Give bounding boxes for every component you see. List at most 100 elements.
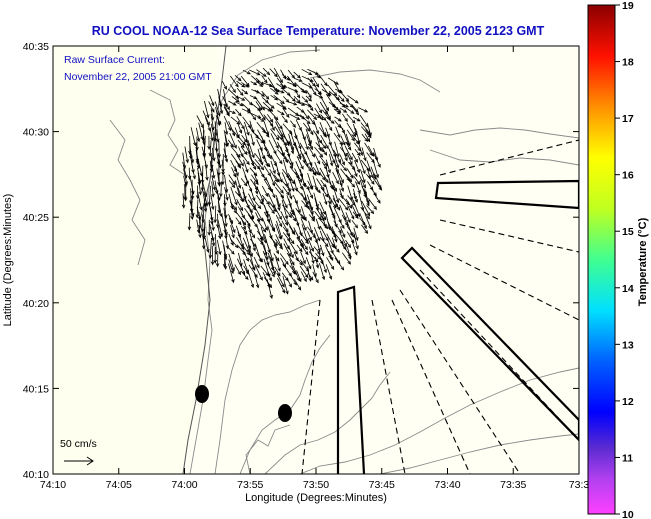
current-vector bbox=[230, 186, 238, 205]
current-vector bbox=[210, 113, 214, 130]
current-vector bbox=[346, 246, 351, 260]
current-vector bbox=[319, 121, 326, 136]
current-vector bbox=[229, 238, 239, 248]
current-vector bbox=[262, 101, 273, 112]
current-vector bbox=[353, 123, 357, 135]
current-vector bbox=[316, 103, 323, 113]
current-vector bbox=[249, 69, 260, 76]
current-vector bbox=[325, 245, 332, 259]
current-vector bbox=[248, 264, 258, 278]
current-vector-head bbox=[224, 131, 229, 136]
current-vector-head bbox=[209, 168, 214, 173]
current-vector bbox=[273, 253, 280, 262]
current-vector-head bbox=[205, 176, 209, 181]
current-vector-head bbox=[291, 180, 295, 185]
current-vector-head bbox=[317, 114, 322, 118]
current-vector-head bbox=[303, 90, 308, 94]
current-vector bbox=[353, 193, 358, 203]
current-vector bbox=[286, 252, 295, 266]
current-vector-head bbox=[245, 168, 249, 174]
current-vector bbox=[355, 181, 361, 194]
current-vector-head bbox=[290, 150, 295, 155]
current-vector bbox=[281, 88, 291, 96]
current-vector bbox=[345, 141, 352, 151]
current-vector bbox=[255, 97, 265, 111]
current-vector bbox=[341, 214, 349, 226]
current-vector bbox=[224, 194, 226, 206]
current-vector bbox=[338, 172, 344, 183]
current-vector bbox=[288, 239, 298, 255]
current-vector-head bbox=[265, 210, 269, 215]
current-vector-head bbox=[314, 187, 319, 192]
current-vector bbox=[299, 231, 309, 244]
current-vector bbox=[370, 187, 377, 196]
current-vector bbox=[202, 153, 208, 168]
current-vector bbox=[247, 214, 258, 228]
current-vector bbox=[243, 198, 253, 213]
y-axis-label: Latitude (Degrees:Minutes) bbox=[2, 194, 14, 327]
current-vector bbox=[321, 258, 327, 273]
current-vector bbox=[346, 219, 353, 236]
current-vector bbox=[215, 147, 220, 165]
current-vector bbox=[267, 252, 274, 271]
current-vector-head bbox=[309, 146, 314, 151]
current-vector bbox=[263, 121, 269, 135]
current-vector-head bbox=[224, 158, 229, 163]
current-vector-head bbox=[275, 250, 279, 255]
current-vector bbox=[240, 178, 248, 187]
current-vector-head bbox=[295, 112, 300, 117]
current-vector-head bbox=[190, 215, 194, 221]
current-vector bbox=[223, 89, 227, 107]
current-vector bbox=[275, 257, 281, 272]
current-vector bbox=[307, 77, 316, 87]
current-vector bbox=[277, 110, 285, 116]
current-vector bbox=[366, 160, 374, 178]
current-vector bbox=[241, 217, 246, 230]
current-vector-head bbox=[334, 203, 338, 208]
current-vector bbox=[313, 119, 319, 134]
current-vector bbox=[240, 225, 248, 235]
current-vector bbox=[282, 226, 290, 237]
current-vector bbox=[269, 68, 278, 77]
current-vector bbox=[313, 227, 321, 241]
current-vector-head bbox=[356, 118, 361, 122]
surface-current-vectors bbox=[181, 67, 383, 300]
current-vector bbox=[276, 220, 283, 239]
current-vector-head bbox=[208, 254, 213, 259]
current-vector bbox=[364, 142, 373, 156]
current-vector-head bbox=[261, 106, 265, 111]
current-vector bbox=[197, 191, 202, 210]
current-vector-head bbox=[315, 83, 320, 88]
current-vector-head bbox=[352, 133, 357, 138]
current-vector bbox=[335, 96, 346, 108]
current-vector bbox=[256, 80, 263, 87]
current-vector-head bbox=[243, 138, 248, 143]
current-vector bbox=[327, 238, 334, 254]
current-vector bbox=[209, 95, 215, 106]
current-vector bbox=[329, 154, 333, 166]
current-vector bbox=[316, 178, 325, 191]
annotation-line-2: November 22, 2005 21:00 GMT bbox=[64, 71, 212, 83]
current-vector-head bbox=[351, 137, 355, 142]
current-vector bbox=[189, 149, 194, 163]
current-vector-head bbox=[232, 110, 237, 114]
current-vector bbox=[211, 232, 215, 246]
current-vector-head bbox=[338, 89, 344, 93]
colorbar-tick-label: 18 bbox=[622, 57, 634, 69]
current-vector bbox=[353, 142, 361, 152]
current-vector-head bbox=[366, 212, 371, 217]
current-vector bbox=[269, 120, 275, 131]
current-vector-head bbox=[344, 157, 348, 162]
current-vector bbox=[247, 108, 256, 120]
current-vector-head bbox=[351, 183, 356, 188]
current-vector-head bbox=[298, 278, 302, 283]
current-vector bbox=[334, 120, 341, 128]
current-vector-head bbox=[340, 98, 345, 103]
current-vector bbox=[244, 230, 251, 250]
current-vector bbox=[263, 155, 269, 167]
current-vector bbox=[196, 115, 204, 128]
current-vector bbox=[210, 214, 214, 231]
current-vector bbox=[191, 162, 196, 179]
current-vector bbox=[189, 200, 194, 216]
current-vector-head bbox=[329, 256, 334, 262]
